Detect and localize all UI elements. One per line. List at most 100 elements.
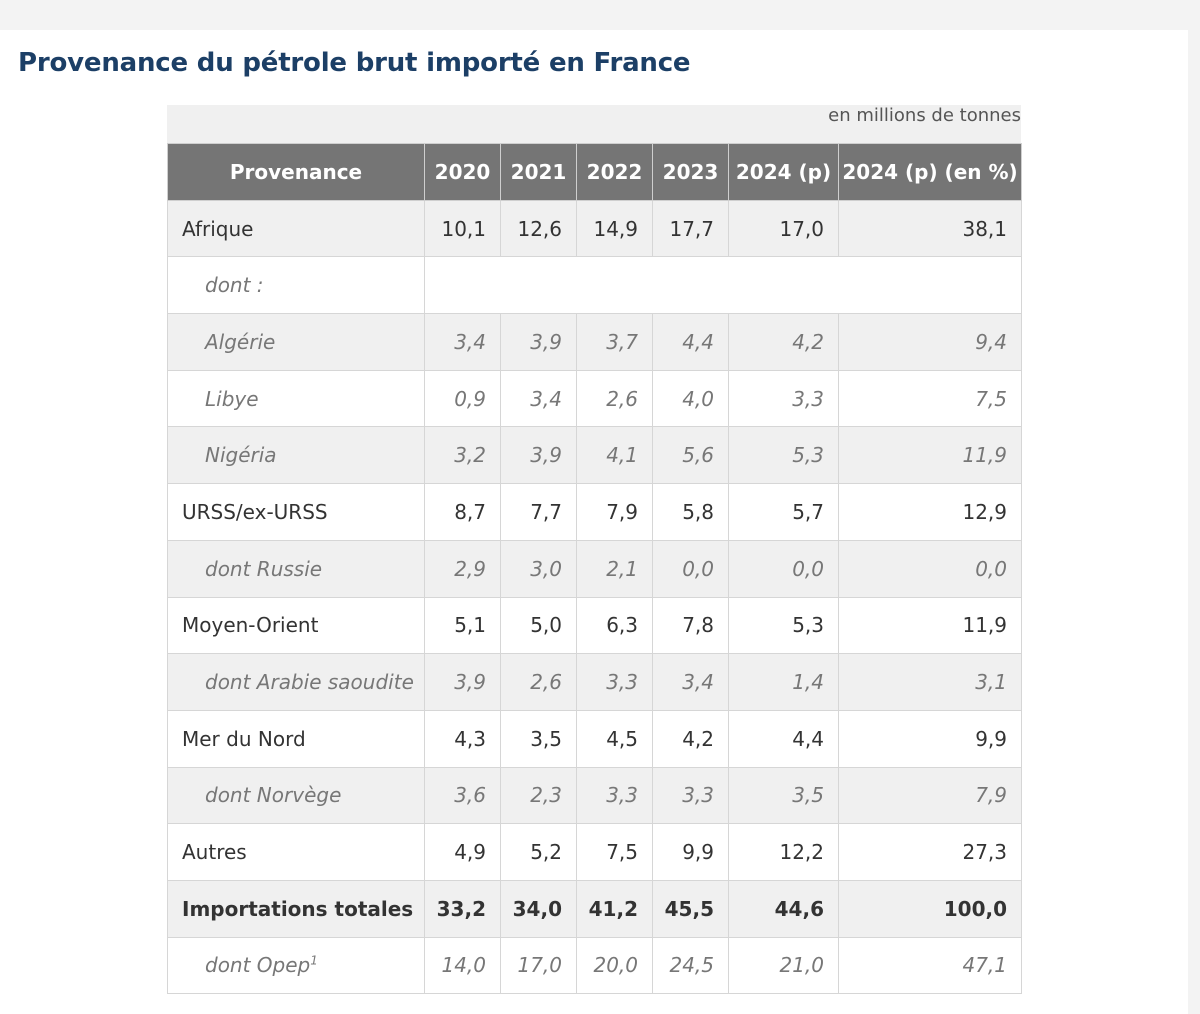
table-cell: 3,9 [500, 426, 577, 485]
page-title: Provenance du pétrole brut importé en Fr… [18, 48, 691, 78]
table-row: Afrique 10,1 12,6 14,9 17,7 17,0 38,1 [167, 199, 1022, 258]
table-cell: 5,6 [652, 426, 729, 485]
row-label: Importations totales [167, 879, 425, 938]
table-cell: 8,7 [424, 483, 501, 541]
content-card: Provenance du pétrole brut importé en Fr… [0, 30, 1188, 1014]
table-cell: 3,7 [576, 313, 653, 371]
table-cell: 3,3 [728, 369, 839, 428]
table-cell: 4,4 [728, 709, 839, 768]
table-cell: 2,1 [576, 539, 653, 598]
table-cell: 41,2 [576, 879, 653, 938]
table-cell: 5,8 [652, 483, 729, 541]
row-label: dont Russie [167, 539, 425, 598]
table-row: dont Arabie saoudite 3,9 2,6 3,3 3,4 1,4… [167, 653, 1022, 711]
row-label: Afrique [167, 199, 425, 258]
row-label-with-note: dont Opep1 [167, 936, 425, 995]
table-row: dont Norvège 3,6 2,3 3,3 3,3 3,5 7,9 [167, 766, 1022, 825]
col-header-2024p-percent: 2024 (p) (en %) [838, 143, 1022, 201]
table-cell: 17,0 [500, 936, 577, 995]
table-cell: 3,5 [500, 709, 577, 768]
empty-cell [424, 256, 1022, 315]
table-cell: 3,4 [500, 369, 577, 428]
table-cell: 17,7 [652, 199, 729, 258]
table-cell: 5,0 [500, 596, 577, 655]
table-cell: 44,6 [728, 879, 839, 938]
table-cell: 3,4 [652, 653, 729, 711]
table-cell: 0,0 [728, 539, 839, 598]
table-cell: 2,3 [500, 766, 577, 825]
table-cell: 3,3 [576, 766, 653, 825]
table-cell: 12,6 [500, 199, 577, 258]
col-header-2024p: 2024 (p) [728, 143, 839, 201]
table-row: Nigéria 3,2 3,9 4,1 5,6 5,3 11,9 [167, 426, 1022, 485]
table-row: Libye 0,9 3,4 2,6 4,0 3,3 7,5 [167, 369, 1022, 428]
table-cell: 14,0 [424, 936, 501, 995]
table-row: dont Opep1 14,0 17,0 20,0 24,5 21,0 47,1 [167, 936, 1022, 995]
table-cell: 27,3 [838, 823, 1022, 881]
table-cell: 7,5 [838, 369, 1022, 428]
table-cell: 0,0 [838, 539, 1022, 598]
table-cell: 4,4 [652, 313, 729, 371]
table-cell: 4,9 [424, 823, 501, 881]
table-cell: 100,0 [838, 879, 1022, 938]
table-cell: 4,5 [576, 709, 653, 768]
table-cell: 12,9 [838, 483, 1022, 541]
table-cell: 47,1 [838, 936, 1022, 995]
table-row: Mer du Nord 4,3 3,5 4,5 4,2 4,4 9,9 [167, 709, 1022, 768]
row-label-text: dont Opep [205, 953, 311, 978]
table-cell: 4,0 [652, 369, 729, 428]
table-cell: 9,9 [652, 823, 729, 881]
row-label: Mer du Nord [167, 709, 425, 768]
table-cell: 3,9 [500, 313, 577, 371]
table-cell: 5,2 [500, 823, 577, 881]
table-cell: 4,2 [728, 313, 839, 371]
table-cell: 3,5 [728, 766, 839, 825]
table-row: URSS/ex-URSS 8,7 7,7 7,9 5,8 5,7 12,9 [167, 483, 1022, 541]
table-cell: 3,9 [424, 653, 501, 711]
table-cell: 11,9 [838, 426, 1022, 485]
table-cell: 4,3 [424, 709, 501, 768]
table-cell: 1,4 [728, 653, 839, 711]
table-cell: 3,6 [424, 766, 501, 825]
table-cell: 3,2 [424, 426, 501, 485]
table-cell: 4,1 [576, 426, 653, 485]
footnote-marker[interactable]: 1 [310, 953, 318, 968]
table-row: Autres 4,9 5,2 7,5 9,9 12,2 27,3 [167, 823, 1022, 881]
table-cell: 6,3 [576, 596, 653, 655]
unit-label: en millions de tonnes [828, 105, 1021, 126]
row-label: URSS/ex-URSS [167, 483, 425, 541]
table-cell: 45,5 [652, 879, 729, 938]
table-cell: 33,2 [424, 879, 501, 938]
table-cell: 7,8 [652, 596, 729, 655]
col-header-2022: 2022 [576, 143, 653, 201]
unit-caption-bar: en millions de tonnes [167, 105, 1021, 143]
table-row: dont : [167, 256, 1022, 315]
table-cell: 3,1 [838, 653, 1022, 711]
table-cell: 3,4 [424, 313, 501, 371]
table-row: dont Russie 2,9 3,0 2,1 0,0 0,0 0,0 [167, 539, 1022, 598]
table-cell: 21,0 [728, 936, 839, 995]
col-header-2021: 2021 [500, 143, 577, 201]
table-cell: 11,9 [838, 596, 1022, 655]
table-cell: 7,7 [500, 483, 577, 541]
table-row: Moyen-Orient 5,1 5,0 6,3 7,8 5,3 11,9 [167, 596, 1022, 655]
table-cell: 5,3 [728, 596, 839, 655]
table-cell: 5,3 [728, 426, 839, 485]
table-row: Algérie 3,4 3,9 3,7 4,4 4,2 9,4 [167, 313, 1022, 371]
header-row: Provenance 2020 2021 2022 2023 2024 (p) … [167, 143, 1022, 201]
table-cell: 12,2 [728, 823, 839, 881]
table-cell: 34,0 [500, 879, 577, 938]
table-cell: 20,0 [576, 936, 653, 995]
table-cell: 5,1 [424, 596, 501, 655]
table-cell: 24,5 [652, 936, 729, 995]
total-row: Importations totales 33,2 34,0 41,2 45,5… [167, 879, 1022, 938]
table-cell: 3,0 [500, 539, 577, 598]
table-cell: 4,2 [652, 709, 729, 768]
col-header-provenance: Provenance [167, 143, 425, 201]
table-cell: 3,3 [652, 766, 729, 825]
row-label: dont Arabie saoudite [167, 653, 425, 711]
table-cell: 0,0 [652, 539, 729, 598]
table-cell: 2,9 [424, 539, 501, 598]
table-cell: 7,9 [576, 483, 653, 541]
table-cell: 9,9 [838, 709, 1022, 768]
